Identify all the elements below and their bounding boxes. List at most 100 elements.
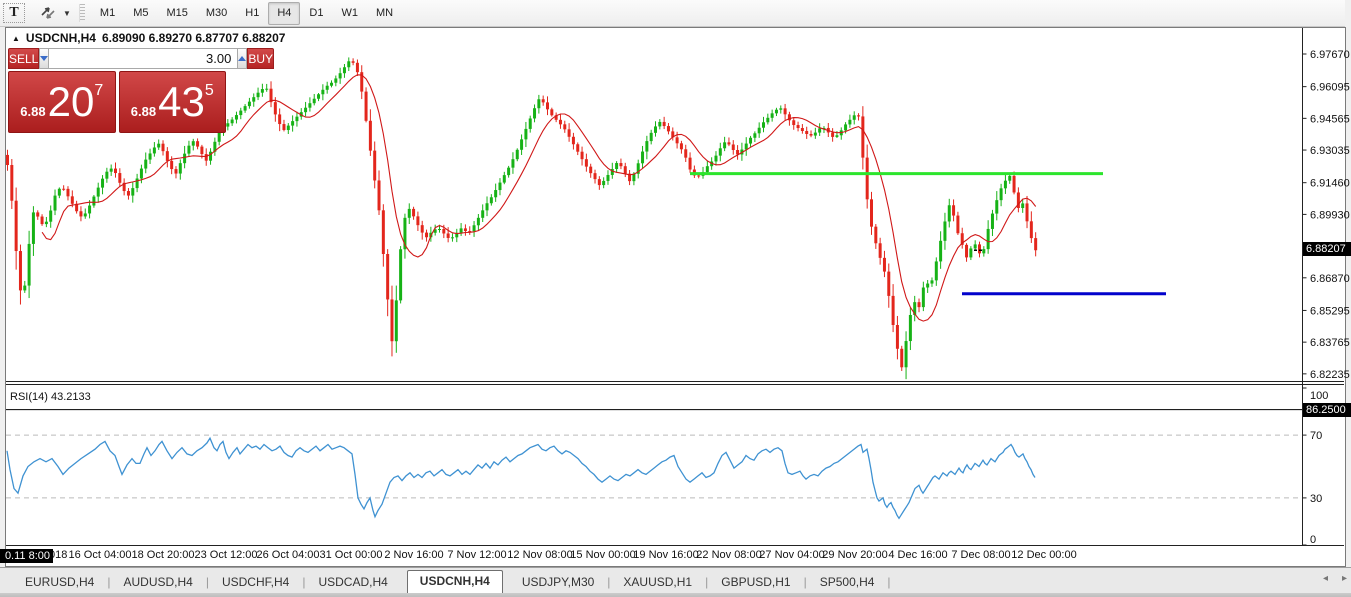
- time-axis-label: 19 Nov 16:00: [633, 549, 699, 561]
- top-toolbar: T ▼ M1 M5 M15 M30 H1 H4 D1 W1 MN: [0, 0, 1345, 27]
- buy-price-small: 6.88: [130, 103, 157, 119]
- candle-body: [822, 127, 826, 129]
- candle-body: [334, 78, 338, 83]
- buy-button[interactable]: BUY: [247, 48, 275, 69]
- volume-increase-button[interactable]: [237, 48, 248, 69]
- candle-body: [304, 107, 308, 113]
- sell-button[interactable]: SELL: [8, 48, 40, 69]
- candle-body: [381, 210, 385, 254]
- chart-tab-usdcnh-h4[interactable]: USDCNH,H4: [406, 570, 503, 593]
- candle-body: [546, 102, 549, 110]
- chart-tab-usdchf-h4[interactable]: USDCHF,H4: [221, 575, 290, 589]
- candle-body: [442, 229, 446, 234]
- time-axis-label: 16 Oct 04:00: [68, 549, 132, 561]
- buy-price-sup: 5: [204, 82, 214, 99]
- main-plot[interactable]: [6, 57, 1166, 380]
- candle-body: [256, 92, 260, 98]
- time-crosshair-badge: 0.11 8:00: [0, 549, 53, 563]
- timeframe-button-h1[interactable]: H1: [245, 6, 260, 19]
- diagonal-arrows-icon: [41, 7, 55, 19]
- chart-tab-usdcad-h4[interactable]: USDCAD,H4: [318, 575, 388, 589]
- timeframe-button-m5[interactable]: M5: [133, 6, 149, 19]
- chart-tab-usdjpy-m30[interactable]: USDJPY,M30: [521, 575, 595, 589]
- candle-body: [148, 153, 152, 160]
- candle-body: [714, 155, 718, 162]
- candle-body: [917, 302, 921, 308]
- candle-body: [273, 102, 277, 115]
- candle-body: [455, 232, 459, 238]
- text-tool-icon[interactable]: T: [3, 3, 25, 23]
- candle-body: [787, 114, 791, 121]
- price-tick-label: 6.94565: [1310, 113, 1350, 125]
- candle-body: [973, 244, 977, 249]
- candle-body: [533, 108, 537, 119]
- collapse-panel-icon[interactable]: ▲: [12, 33, 20, 43]
- candle-body: [174, 169, 178, 174]
- timeframe-button-m1[interactable]: M1: [99, 6, 116, 19]
- timeframe-button-d1[interactable]: D1: [309, 6, 324, 19]
- chart-tab-eurusd-h4[interactable]: EURUSD,H4: [25, 575, 95, 589]
- buy-quote-box[interactable]: 6.88 43 5: [118, 71, 226, 133]
- candle-body: [468, 230, 472, 232]
- candle-body: [62, 188, 66, 190]
- toolbar-grip[interactable]: [78, 4, 85, 22]
- time-axis-label: 12 Dec 00:00: [1011, 549, 1077, 561]
- candle-body: [157, 143, 161, 148]
- candle-body: [1029, 221, 1033, 239]
- candle-body: [956, 215, 960, 234]
- rsi-level-badge: 86.2500: [1303, 403, 1351, 417]
- candle-body: [982, 249, 986, 254]
- candle-body: [969, 248, 973, 258]
- candle-body: [425, 232, 429, 238]
- candle-body: [494, 190, 498, 198]
- timeframe-button-h4[interactable]: H4: [268, 1, 301, 25]
- tab-scroll-left-icon[interactable]: ◂: [1322, 573, 1328, 584]
- time-axis[interactable]: 16 Oct 04:00 18 Oct 20:00 23 Oct 12:00 26 O…: [0, 548, 1300, 566]
- timeframe-button-mn[interactable]: MN: [375, 6, 394, 19]
- candle-body: [446, 233, 450, 238]
- candle-body: [744, 143, 748, 150]
- candle-body: [390, 299, 394, 342]
- chart-window[interactable]: [5, 27, 1346, 567]
- sell-quote-box[interactable]: 6.88 20 7: [8, 71, 116, 133]
- price-tick-label: 6.97670: [1310, 49, 1350, 61]
- volume-decrease-button[interactable]: [39, 48, 50, 69]
- candle-body: [399, 249, 403, 301]
- candle-body: [584, 159, 588, 167]
- candle-body: [610, 169, 614, 175]
- chart-tab-audusd-h4[interactable]: AUDUSD,H4: [123, 575, 193, 589]
- timeframe-button-m15[interactable]: M15: [166, 6, 188, 19]
- candle-body: [131, 188, 135, 196]
- tab-scroll-right-icon[interactable]: ▸: [1341, 573, 1347, 584]
- candle-body: [632, 173, 636, 182]
- candle-body: [537, 99, 541, 109]
- candle-body: [144, 159, 148, 169]
- candle-body: [420, 225, 424, 233]
- candle-body: [200, 146, 204, 155]
- candle-body: [83, 213, 87, 217]
- candle-body: [472, 225, 476, 232]
- chart-tab-sp500-h4[interactable]: SP500,H4: [819, 575, 875, 589]
- candle-body: [481, 210, 485, 218]
- chart-tab-gbpusd-h1[interactable]: GBPUSD,H1: [721, 575, 791, 589]
- chart-ohlc-values: 6.89090 6.89270 6.87707 6.88207: [101, 31, 286, 45]
- candle-body: [122, 182, 126, 192]
- candle-body: [247, 101, 251, 107]
- candle-body: [265, 88, 269, 90]
- sell-price-small: 6.88: [20, 103, 46, 119]
- timeframe-button-m30[interactable]: M30: [205, 6, 228, 19]
- rsi-plot[interactable]: [6, 409, 1302, 520]
- timeframe-button-w1[interactable]: W1: [341, 6, 358, 19]
- volume-input[interactable]: [49, 48, 238, 69]
- time-axis-label: 31 Oct 00:00: [319, 549, 383, 561]
- candle-body: [541, 99, 545, 103]
- chevron-down-icon[interactable]: ▼: [63, 8, 71, 18]
- candle-body: [204, 154, 208, 161]
- candle-body: [891, 295, 895, 325]
- chart-tab-xauusd-h1[interactable]: XAUUSD,H1: [623, 575, 693, 589]
- candle-body: [995, 200, 999, 214]
- tab-separator: |: [302, 575, 306, 589]
- styler-arrows-icon[interactable]: [36, 2, 60, 24]
- candle-body: [524, 128, 528, 140]
